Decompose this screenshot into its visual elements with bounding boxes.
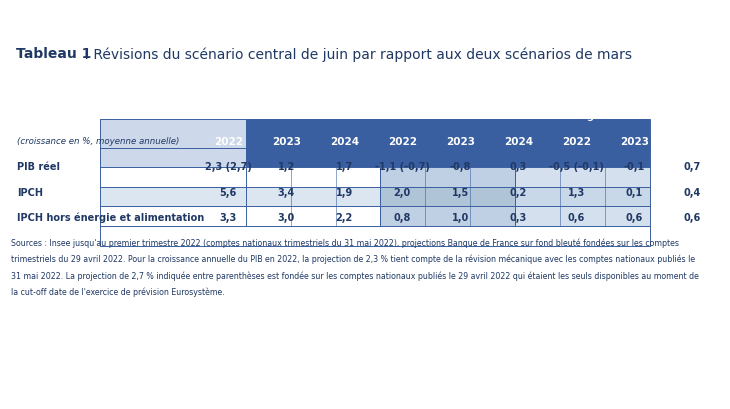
Text: 1,3: 1,3 (568, 187, 585, 197)
Text: Sources : Insee jusqu'au premier trimestre 2022 (comptes nationaux trimestriels : Sources : Insee jusqu'au premier trimest… (11, 238, 679, 247)
Bar (291, 148, 336, 168)
Bar (515, 168, 561, 187)
Text: -0,5 (-0,1): -0,5 (-0,1) (549, 162, 604, 172)
Bar (336, 148, 380, 168)
Bar (100, 120, 245, 148)
Text: 1,7: 1,7 (336, 162, 353, 172)
Bar (245, 187, 291, 207)
Bar (605, 168, 650, 187)
Text: 2023: 2023 (272, 137, 301, 146)
Bar (426, 148, 470, 168)
Bar (605, 148, 650, 168)
Text: 2022: 2022 (561, 137, 591, 146)
Text: IPCH: IPCH (17, 187, 43, 197)
Bar (426, 187, 470, 207)
Bar (561, 168, 605, 187)
Text: 0,8: 0,8 (393, 213, 411, 222)
Text: Révisions en écart au scénario
dégradé de mars 2022: Révisions en écart au scénario dégradé d… (553, 100, 716, 121)
Text: 5,6: 5,6 (220, 187, 237, 197)
Text: 31 mai 2022. La projection de 2,7 % indiquée entre parenthèses est fondée sur le: 31 mai 2022. La projection de 2,7 % indi… (11, 270, 699, 280)
Text: 0,1: 0,1 (626, 187, 643, 197)
Bar (515, 148, 561, 168)
Text: -1,1 (-0,7): -1,1 (-0,7) (374, 162, 430, 172)
Text: 3,4: 3,4 (277, 187, 295, 197)
Bar (380, 120, 515, 148)
Bar (426, 168, 470, 187)
Bar (336, 207, 380, 227)
Bar (380, 148, 426, 168)
Bar (100, 187, 245, 207)
Text: Scénario central: Scénario central (242, 106, 330, 115)
Text: 2024: 2024 (504, 137, 533, 146)
Bar (100, 168, 245, 187)
Text: 1,2: 1,2 (277, 162, 295, 172)
Text: 0,6: 0,6 (626, 213, 643, 222)
Text: PIB réel: PIB réel (17, 162, 60, 172)
Bar (470, 187, 515, 207)
Bar (426, 207, 470, 227)
Text: 0,3: 0,3 (510, 213, 527, 222)
Text: IPCH hors énergie et alimentation: IPCH hors énergie et alimentation (17, 212, 204, 223)
Bar (561, 207, 605, 227)
Bar (245, 120, 380, 148)
Text: 1,5: 1,5 (452, 187, 469, 197)
Bar (245, 168, 291, 187)
Bar (100, 207, 245, 227)
Text: 2,0: 2,0 (393, 187, 411, 197)
Text: 2,3 (2,7): 2,3 (2,7) (204, 162, 252, 172)
Text: 0,6: 0,6 (683, 213, 701, 222)
Text: 0,2: 0,2 (510, 187, 527, 197)
Bar (291, 187, 336, 207)
Bar (245, 148, 291, 168)
Bar (291, 207, 336, 227)
Text: 0,7: 0,7 (683, 162, 701, 172)
Text: 3,0: 3,0 (277, 213, 295, 222)
Text: 0,4: 0,4 (683, 187, 701, 197)
Bar (561, 148, 605, 168)
Text: la cut-off date de l'exercice de prévision Eurosystème.: la cut-off date de l'exercice de prévisi… (11, 287, 225, 296)
Text: 2023: 2023 (446, 137, 474, 146)
Bar (100, 148, 245, 168)
Text: 0,3: 0,3 (510, 162, 527, 172)
Text: 3,3: 3,3 (220, 213, 237, 222)
Bar (291, 168, 336, 187)
Text: (croissance en %, moyenne annuelle): (croissance en %, moyenne annuelle) (17, 137, 179, 146)
Bar (380, 168, 426, 187)
Text: Révisions en écart au scénario
conventionnel de mars 2022: Révisions en écart au scénario conventio… (379, 100, 542, 121)
Bar (380, 187, 426, 207)
Bar (470, 168, 515, 187)
Text: 2022: 2022 (388, 137, 417, 146)
Text: 2022: 2022 (214, 137, 242, 146)
Text: 0,6: 0,6 (568, 213, 585, 222)
Bar (380, 207, 426, 227)
Bar (515, 187, 561, 207)
Bar (605, 207, 650, 227)
Text: 2024: 2024 (330, 137, 358, 146)
Text: -0,8: -0,8 (450, 162, 471, 172)
Text: -0,1: -0,1 (623, 162, 645, 172)
Text: 2024: 2024 (677, 137, 707, 146)
Bar (515, 120, 650, 148)
Text: 2,2: 2,2 (336, 213, 353, 222)
Bar (515, 207, 561, 227)
Bar (470, 148, 515, 168)
Bar (245, 207, 291, 227)
Bar (605, 187, 650, 207)
Text: 1,9: 1,9 (336, 187, 353, 197)
Bar (561, 187, 605, 207)
Text: trimestriels du 29 avril 2022. Pour la croissance annuelle du PIB en 2022, la pr: trimestriels du 29 avril 2022. Pour la c… (11, 254, 695, 263)
Bar (470, 207, 515, 227)
Text: Tableau 1: Tableau 1 (16, 47, 91, 61)
Bar (336, 187, 380, 207)
Text: 2023: 2023 (620, 137, 649, 146)
Text: : Révisions du scénario central de juin par rapport aux deux scénarios de mars: : Révisions du scénario central de juin … (80, 47, 631, 61)
Text: 1,0: 1,0 (452, 213, 469, 222)
Bar (336, 168, 380, 187)
